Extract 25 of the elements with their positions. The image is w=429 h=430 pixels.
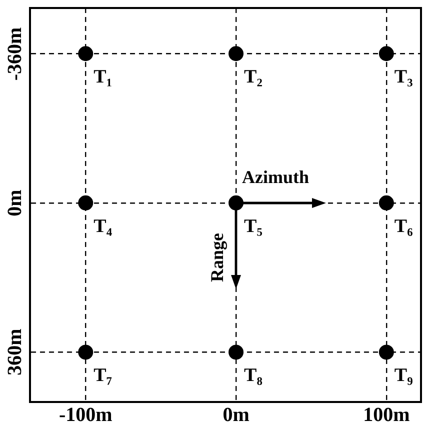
annotation: Range [206,232,228,282]
y-tick-label: 0m [4,190,26,216]
point [378,46,394,62]
annotation: T₄ [94,216,112,237]
point [78,195,94,210]
x-tick-label: -100m [58,404,113,426]
point [228,344,244,360]
y-tick-label: -360m [4,26,26,80]
annotation: T₉ [394,365,414,386]
annotation: T₈ [244,365,263,386]
annotation: T₁ [94,66,112,88]
point [378,344,394,360]
annotation: T₂ [244,66,263,88]
annotation: T₇ [94,365,112,386]
annotation: T₅ [244,216,263,237]
point [228,46,244,62]
x-tick-label: 100m [363,404,410,426]
x-tick-label: 0m [222,404,250,426]
point [78,344,94,360]
y-tick-label: 360m [4,328,26,376]
point [78,46,94,62]
annotation: Azimuth [242,166,310,188]
annotation: T₆ [394,216,414,237]
point [378,195,394,210]
annotation: T₃ [394,66,414,88]
